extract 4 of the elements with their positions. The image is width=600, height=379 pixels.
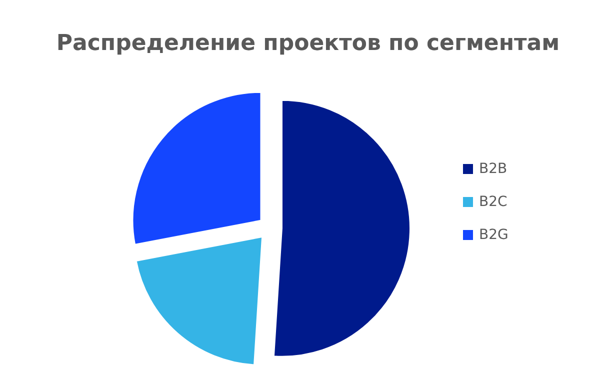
legend-label: B2C	[479, 194, 508, 210]
legend-label: B2G	[479, 226, 508, 243]
legend-label: B2B	[479, 160, 508, 177]
chart-title: Распределение проектов по сегментам	[56, 31, 560, 56]
